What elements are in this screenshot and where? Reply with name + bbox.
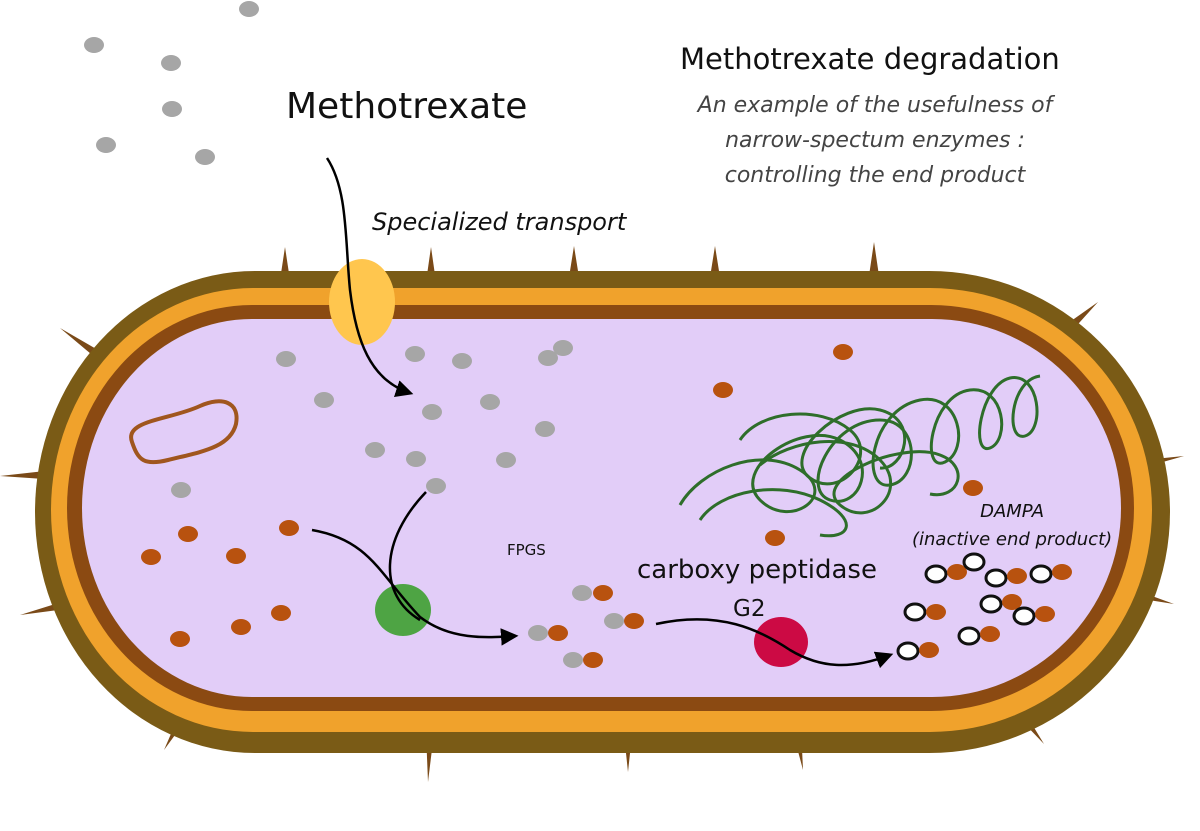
dna-tangle	[678, 374, 1041, 538]
methotrexate-molecule	[314, 392, 334, 408]
glutamate-molecule	[919, 642, 939, 658]
diagram-subtitle: An example of the usefulness of narrow-s…	[690, 88, 1060, 193]
glutamate-molecule	[1007, 568, 1027, 584]
glutamate-molecule	[765, 530, 785, 546]
glutamate-molecule	[624, 613, 644, 629]
dampa-molecule	[924, 564, 948, 584]
plasmid	[129, 399, 239, 465]
product-label: DAMPA (inactive end product)	[912, 498, 1112, 554]
dampa-molecule	[984, 568, 1008, 588]
methotrexate-molecule	[171, 482, 191, 498]
methotrexate-molecule	[528, 625, 548, 641]
dampa-molecule	[1012, 606, 1036, 626]
methotrexate-molecule	[604, 613, 624, 629]
glutamate-molecule	[226, 548, 246, 564]
methotrexate-molecule	[365, 442, 385, 458]
methotrexate-molecule	[572, 585, 592, 601]
methotrexate-molecule	[496, 452, 516, 468]
subtitle-line: An example of the usefulness of	[697, 93, 1053, 118]
dampa-molecule	[957, 626, 981, 646]
methotrexate-molecule	[84, 37, 104, 53]
glutamate-molecule	[141, 549, 161, 565]
methotrexate-molecule	[480, 394, 500, 410]
subtitle-line: narrow-spectum enzymes :	[725, 128, 1025, 153]
glutamate-molecule	[583, 652, 603, 668]
fpgs-enzyme	[375, 584, 431, 636]
glutamate-molecule	[1052, 564, 1072, 580]
methotrexate-molecule	[452, 353, 472, 369]
pathway-arrows	[311, 157, 894, 669]
dampa-molecule	[903, 602, 927, 622]
methotrexate-molecule	[426, 478, 446, 494]
glutamate-molecules	[141, 344, 983, 647]
methotrexate-molecule	[563, 652, 583, 668]
methotrexate-molecule	[538, 350, 558, 366]
dampa-molecule	[962, 552, 986, 572]
diagram-title: Methotrexate degradation	[680, 42, 1060, 76]
product-name: DAMPA	[980, 501, 1045, 522]
transport-label: Specialized transport	[372, 208, 627, 236]
glutamate-molecule	[1035, 606, 1055, 622]
methotrexate-molecule	[422, 404, 442, 420]
glutamate-molecule	[548, 625, 568, 641]
subtitle-line: controlling the end product	[724, 163, 1026, 188]
enzyme-label: carboxy peptidase	[637, 555, 877, 585]
fpgs-arrow-methotrexate	[388, 491, 427, 622]
extracellular-methotrexate	[84, 1, 259, 165]
methotrexate-molecule	[195, 149, 215, 165]
polyglutamate-pairs	[528, 585, 644, 668]
product-note: (inactive end product)	[912, 529, 1113, 550]
glutamate-molecule	[593, 585, 613, 601]
glutamate-molecule	[713, 382, 733, 398]
glutamate-molecule	[926, 604, 946, 620]
glutamate-molecule	[170, 631, 190, 647]
methotrexate-molecule	[161, 55, 181, 71]
glutamate-molecule	[980, 626, 1000, 642]
dampa-products	[896, 552, 1072, 661]
methotrexate-molecule	[405, 346, 425, 362]
glutamate-molecule	[279, 520, 299, 536]
glutamate-molecule	[947, 564, 967, 580]
cytoplasm	[82, 319, 1121, 697]
dampa-molecule	[896, 641, 920, 661]
methotrexate-molecule	[553, 340, 573, 356]
cpg2-arrow	[655, 618, 894, 669]
methotrexate-molecule	[162, 101, 182, 117]
glutamate-molecule	[833, 344, 853, 360]
glutamate-molecule	[271, 605, 291, 621]
methotrexate-molecule	[96, 137, 116, 153]
fpgs-arrow	[311, 528, 519, 646]
glutamate-molecule	[1002, 594, 1022, 610]
methotrexate-label: Methotrexate	[286, 86, 528, 127]
dampa-molecule	[979, 594, 1003, 614]
methotrexate-molecule	[406, 451, 426, 467]
methotrexate-molecule	[535, 421, 555, 437]
methotrexate-molecule	[276, 351, 296, 367]
glutamate-molecule	[231, 619, 251, 635]
glutamate-molecule	[963, 480, 983, 496]
cpg2-enzyme	[754, 617, 808, 667]
fpgs-label: FPGS	[507, 541, 546, 559]
transport-arrow	[325, 157, 414, 397]
methotrexate-molecule	[239, 1, 259, 17]
intracellular-methotrexate	[171, 340, 573, 498]
enzyme-label-g2: G2	[733, 596, 766, 622]
glutamate-molecule	[178, 526, 198, 542]
dampa-molecule	[1029, 564, 1053, 584]
transporter-protein	[329, 259, 395, 345]
